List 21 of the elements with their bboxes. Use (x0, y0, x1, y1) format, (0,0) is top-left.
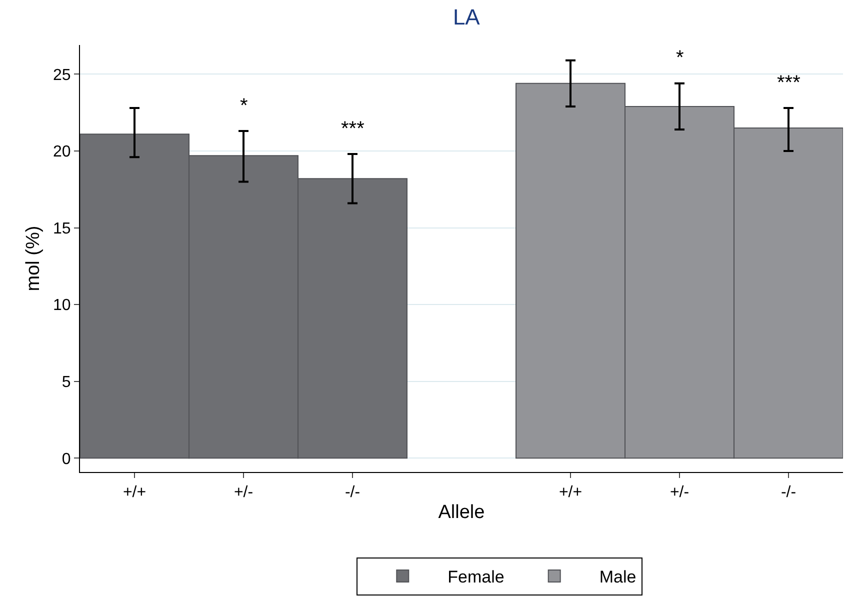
chart-title: LA (452, 4, 480, 30)
x-tick-label: +/+ (558, 484, 582, 502)
y-tick-label: 25 (53, 66, 71, 84)
y-tick-label: 20 (53, 144, 71, 161)
y-tick-label: 0 (62, 450, 71, 468)
y-tick-label: 10 (53, 297, 71, 314)
x-tick-label: -/- (344, 484, 360, 502)
y-tick-label: 15 (53, 220, 71, 238)
x-tick-label: -/- (780, 484, 796, 502)
data-label: * (676, 47, 684, 69)
x-axis-title: Allele (438, 502, 485, 523)
data-label: * (240, 95, 248, 117)
x-tick-label: +/- (234, 484, 254, 502)
x-tick-label: +/- (670, 484, 690, 502)
data-label: *** (341, 118, 365, 140)
x-tick-label: +/+ (122, 484, 146, 502)
data-label: *** (777, 72, 801, 94)
legend-label: Male (599, 568, 636, 587)
legend-label: Female (448, 568, 504, 587)
y-tick-label: 5 (62, 374, 71, 391)
y-axis-title: mol (%) (22, 226, 44, 292)
